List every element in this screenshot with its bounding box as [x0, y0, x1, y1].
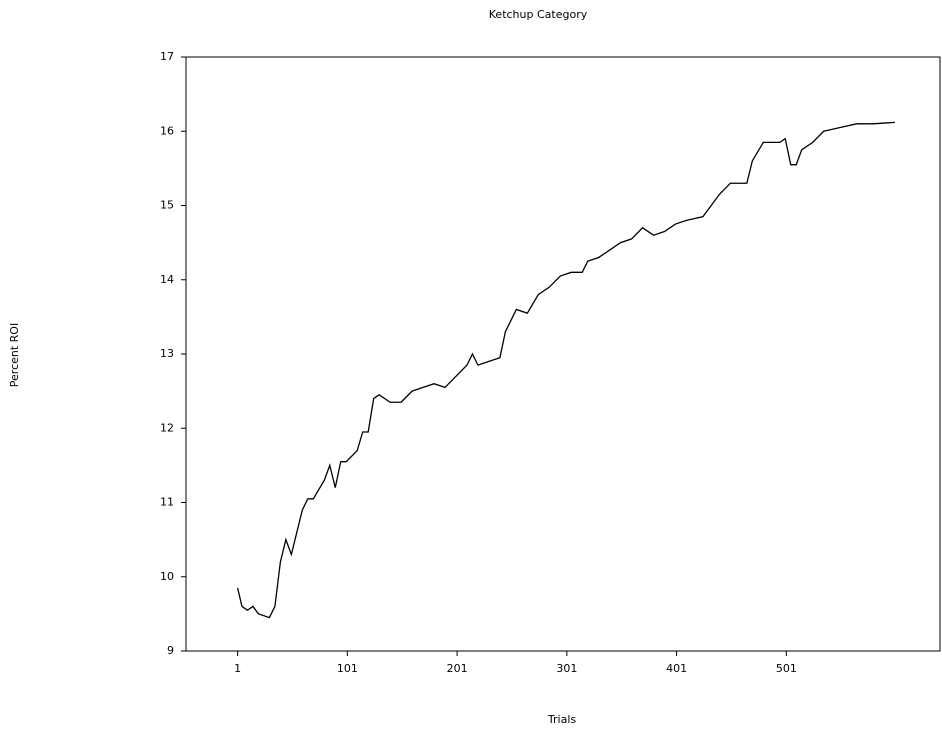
x-tick-label: 301: [556, 662, 577, 675]
data-line: [236, 121, 896, 619]
chart-title: Ketchup Category: [489, 8, 588, 21]
y-tick-label: 17: [160, 50, 174, 63]
y-tick-label: 12: [160, 421, 174, 434]
y-axis-label: Percent ROI: [8, 323, 21, 387]
y-tick-label: 9: [167, 644, 174, 657]
y-tick-label: 11: [160, 496, 174, 509]
y-tick-label: 14: [160, 273, 174, 286]
plot-frame: [185, 56, 941, 652]
x-tick-label: 401: [666, 662, 687, 675]
x-tick-label: 101: [337, 662, 358, 675]
x-tick-label: 201: [447, 662, 468, 675]
x-tick-label: 501: [776, 662, 797, 675]
y-tick-label: 16: [160, 124, 174, 137]
x-tick-label: 1: [234, 662, 241, 675]
y-tick-label: 15: [160, 199, 174, 212]
y-tick-label: 13: [160, 347, 174, 360]
y-tick-label: 10: [160, 570, 174, 583]
x-axis-label: Trials: [547, 713, 576, 726]
